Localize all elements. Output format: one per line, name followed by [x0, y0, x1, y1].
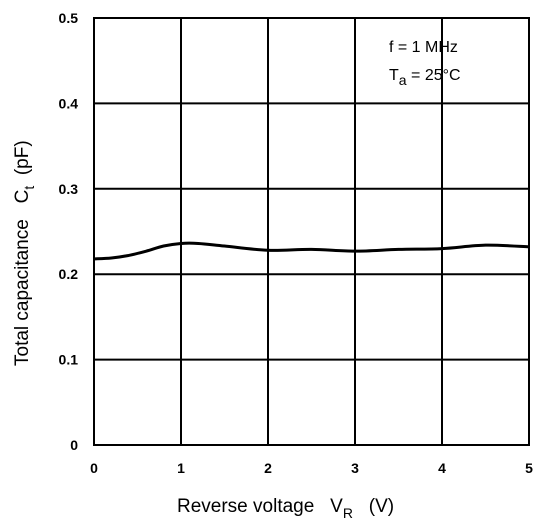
y-tick-label: 0.4 [59, 95, 79, 111]
plot-frame [93, 17, 530, 446]
x-tick-label: 2 [264, 460, 272, 476]
x-axis-label: Reverse voltage VR (V) [177, 496, 394, 521]
capacitance-curve [93, 241, 530, 261]
x-tick-label: 0 [90, 460, 98, 476]
x-tick-label: 5 [525, 460, 533, 476]
y-tick-label: 0.5 [59, 10, 79, 26]
y-axis-label: Total capacitance Ct (pF) [12, 140, 37, 366]
grid-lines [93, 17, 530, 446]
x-tick-labels: 0 1 2 3 4 5 [90, 460, 533, 476]
y-tick-label: 0 [70, 437, 78, 453]
y-tick-label: 0.1 [59, 352, 79, 368]
y-tick-labels: 0 0.1 0.2 0.3 0.4 0.5 [59, 10, 79, 453]
annotation-temperature: Ta = 25°C [389, 67, 461, 88]
x-tick-label: 4 [438, 460, 446, 476]
y-tick-label: 0.3 [59, 181, 79, 197]
annotation-frequency: f = 1 MHz [389, 39, 458, 56]
x-tick-label: 3 [351, 460, 359, 476]
y-tick-label: 0.2 [59, 266, 79, 282]
x-tick-label: 1 [177, 460, 185, 476]
